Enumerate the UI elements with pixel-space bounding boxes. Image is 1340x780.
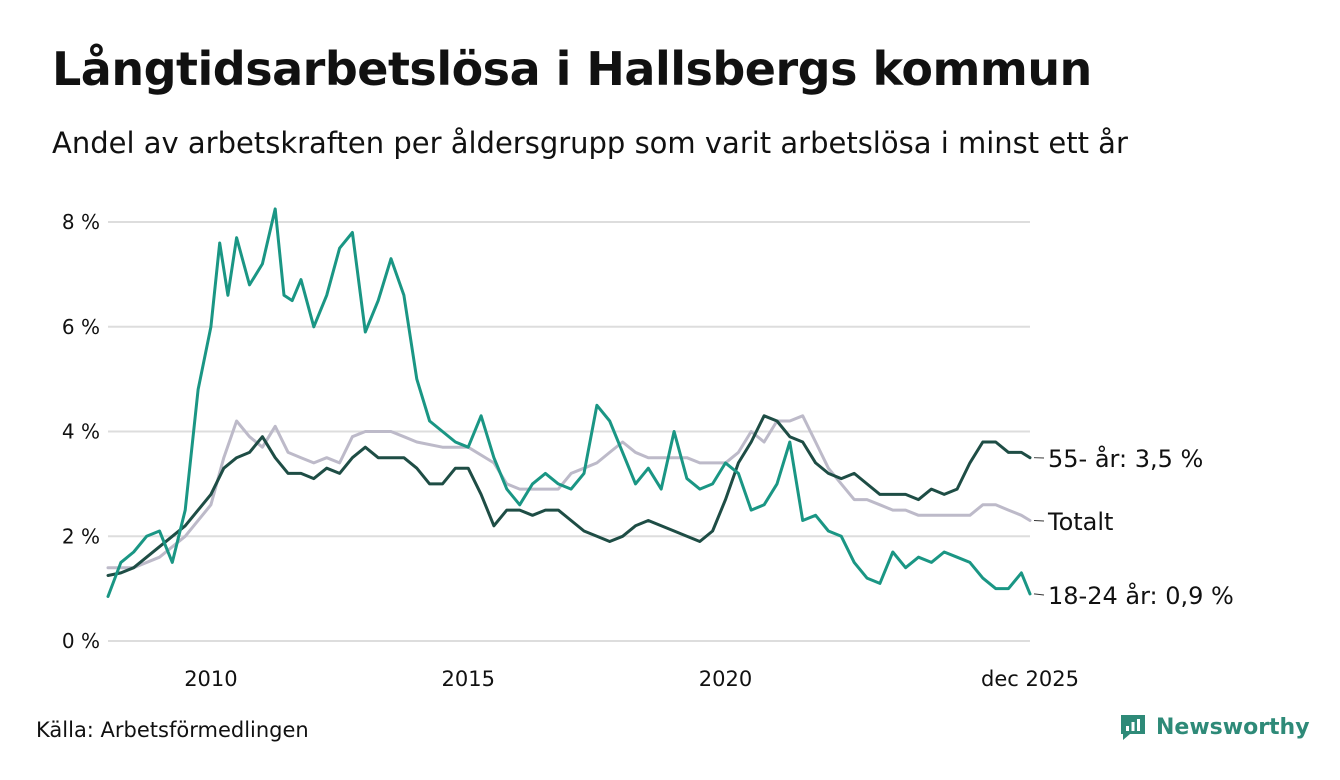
x-tick-label-0: 2010 <box>184 667 237 691</box>
bar-chart-speech-bubble-icon <box>1121 715 1145 740</box>
y-tick-label-1: 2 % <box>62 524 100 548</box>
series-line-2 <box>106 207 1032 598</box>
chart-subtitle: Andel av arbetskraften per åldersgrupp s… <box>52 126 1128 160</box>
source-note: Källa: Arbetsförmedlingen <box>36 718 309 742</box>
brand-logo: Newsworthy <box>1118 712 1310 742</box>
series-leader-line-2 <box>1033 593 1045 596</box>
y-tick-label-3: 6 % <box>62 315 100 339</box>
series-line-0 <box>106 414 1032 570</box>
y-tick-label-0: 0 % <box>62 629 100 653</box>
x-tick-label-3: dec 2025 <box>981 667 1079 691</box>
chart-title: Långtidsarbetslösa i Hallsbergs kommun <box>52 42 1092 96</box>
series-end-label-0: Totalt <box>1047 508 1113 536</box>
y-tick-label-4: 8 % <box>62 210 100 234</box>
y-tick-label-2: 4 % <box>62 420 100 444</box>
series-line-1 <box>106 414 1032 577</box>
series-end-label-1: 55- år: 3,5 % <box>1048 444 1203 473</box>
brand-name: Newsworthy <box>1156 714 1310 740</box>
series-end-label-2: 18-24 år: 0,9 % <box>1048 581 1234 610</box>
line-chart: 0 % 2 % 4 % 6 % 8 % 2010 2015 2020 dec 2025 Total… <box>62 207 1234 691</box>
x-tick-label-2: 2020 <box>699 667 752 691</box>
x-tick-label-1: 2015 <box>441 667 494 691</box>
